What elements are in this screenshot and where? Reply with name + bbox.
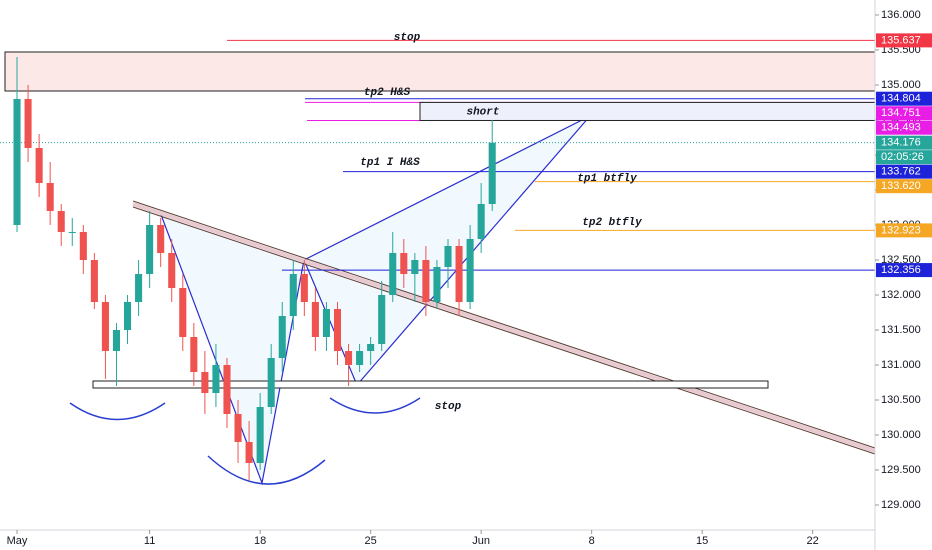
- candle-body: [101, 301, 109, 351]
- price-badge-label: 132.356: [881, 264, 921, 276]
- countdown: 02:05:26: [881, 151, 924, 163]
- price-badge: [876, 263, 932, 278]
- candle-body: [79, 231, 87, 260]
- level-label: tp1 btfly: [577, 173, 637, 185]
- candle-body: [311, 301, 319, 337]
- candle-body: [278, 315, 286, 359]
- x-tick-label: 11: [144, 535, 155, 547]
- trendline-fill: [132, 202, 876, 453]
- x-tick-label: Jun: [472, 535, 490, 547]
- price-badge-label: 132.923: [881, 224, 921, 236]
- price-badge-label: 133.762: [881, 166, 921, 178]
- price-badge-label: 134.751: [881, 107, 921, 119]
- y-tick-label: 129.000: [881, 499, 921, 511]
- head-arc: [207, 455, 326, 485]
- shoulder-arc: [329, 397, 421, 414]
- y-tick-label: 129.500: [881, 464, 921, 476]
- price-badge: [876, 120, 932, 135]
- supply-zone: [4, 51, 876, 92]
- annotation: short: [466, 106, 499, 118]
- candle-body: [466, 238, 474, 302]
- level-label: stop: [394, 32, 421, 44]
- candle-body: [201, 372, 209, 394]
- candle-body: [422, 259, 430, 302]
- x-tick-label: 15: [696, 535, 708, 547]
- annotation: stop: [435, 401, 462, 413]
- candle-body: [488, 142, 496, 204]
- level-label: tp2 btfly: [582, 217, 642, 229]
- candle-body: [68, 231, 76, 233]
- price-badge: [876, 106, 932, 121]
- candle-body: [300, 273, 308, 302]
- candle-body: [378, 294, 386, 344]
- price-badge: [876, 164, 932, 179]
- x-tick-label: 18: [254, 535, 266, 547]
- price-badge-label: 134.804: [881, 93, 921, 105]
- y-tick-label: 131.500: [881, 324, 921, 336]
- candle-body: [35, 147, 43, 183]
- price-badge: [876, 91, 932, 106]
- x-tick-label: 22: [807, 535, 819, 547]
- candle-body: [179, 287, 187, 337]
- candle-body: [356, 350, 364, 366]
- candle-body: [322, 308, 330, 337]
- support-box: [92, 380, 769, 389]
- y-tick-label: 136.000: [881, 9, 921, 21]
- candle-body: [367, 343, 375, 351]
- candle-body: [46, 182, 54, 211]
- candle-body: [157, 224, 165, 253]
- candle-body: [245, 442, 253, 464]
- price-badge: [876, 223, 932, 238]
- candle-body: [389, 252, 397, 295]
- x-tick-label: 8: [589, 535, 595, 547]
- level-label: tp1 I H&S: [360, 157, 420, 169]
- candle-body: [13, 98, 21, 225]
- x-tick-label: 25: [365, 535, 377, 547]
- candle-body: [333, 308, 342, 351]
- y-tick-label: 130.500: [881, 394, 921, 406]
- candle-body: [212, 365, 220, 394]
- candle-body: [135, 273, 143, 302]
- y-tick-label: 135.000: [881, 79, 921, 91]
- price-badge: [876, 135, 932, 150]
- candle-body: [234, 414, 242, 443]
- price-badge: [876, 33, 932, 48]
- candle-body: [168, 252, 176, 288]
- y-tick-label: 130.000: [881, 429, 921, 441]
- y-tick-label: 132.000: [881, 289, 921, 301]
- candle-body: [90, 259, 98, 302]
- trendline: [132, 200, 876, 449]
- price-badge-label: 133.620: [881, 180, 921, 192]
- price-badge-label: 134.493: [881, 122, 921, 134]
- candle-body: [146, 224, 154, 274]
- level-label: tp2 H&S: [364, 87, 411, 99]
- candle-body: [123, 301, 132, 330]
- candle-body: [256, 407, 264, 464]
- candle-body: [455, 245, 463, 302]
- candle-body: [433, 266, 441, 302]
- candle-body: [223, 365, 231, 415]
- candle-body: [289, 273, 297, 316]
- candle-body: [411, 259, 419, 274]
- candle-body: [444, 245, 452, 267]
- candle-body: [267, 358, 275, 408]
- price-badge-label: 135.637: [881, 34, 921, 46]
- candle-body: [24, 98, 32, 148]
- candle-body: [190, 336, 198, 373]
- candle-body: [57, 210, 65, 232]
- trendline: [132, 206, 876, 455]
- y-tick-label: 131.000: [881, 359, 921, 371]
- price-badge-label: 134.176: [881, 137, 921, 149]
- y-tick-label: 132.500: [881, 254, 921, 266]
- candle-body: [112, 329, 121, 351]
- shoulder-arc: [69, 402, 166, 421]
- candle-body: [345, 350, 353, 366]
- candle-body: [477, 203, 485, 239]
- x-tick-label: May: [7, 535, 28, 547]
- candle-body: [400, 252, 408, 274]
- countdown-badge: [876, 150, 932, 165]
- price-badge: [876, 179, 932, 194]
